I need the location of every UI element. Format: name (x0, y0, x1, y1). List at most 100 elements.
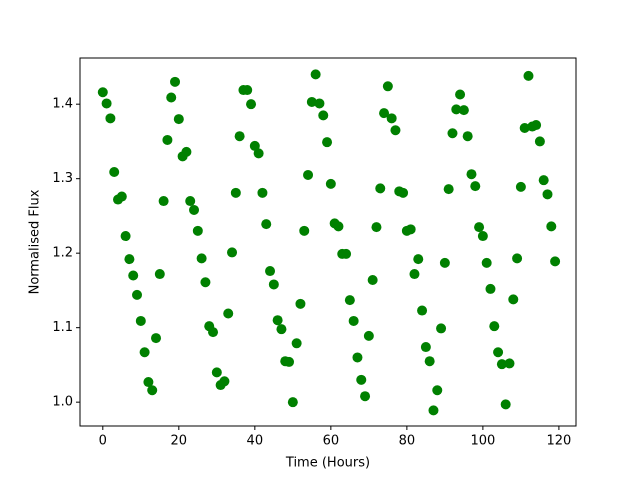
point (192, 225, 203, 236)
point (443, 184, 454, 195)
point (508, 294, 519, 305)
point (97, 87, 108, 98)
point (531, 120, 542, 131)
point (158, 196, 169, 207)
point (196, 253, 207, 264)
point (363, 330, 374, 341)
point (496, 359, 507, 370)
point (538, 175, 549, 186)
point (166, 92, 177, 103)
point (500, 399, 511, 410)
point (181, 146, 192, 157)
point (542, 189, 553, 200)
point (132, 289, 143, 300)
x-tick-label: 120 (546, 434, 571, 449)
point (371, 222, 382, 233)
point (436, 323, 447, 334)
point (124, 254, 135, 265)
point (173, 114, 184, 125)
point (466, 169, 477, 180)
point (367, 274, 378, 285)
point (109, 166, 120, 177)
point (462, 131, 473, 142)
point (424, 356, 435, 367)
point (223, 308, 234, 319)
point (135, 315, 146, 326)
y-tick-label: 1.3 (52, 171, 73, 186)
point (348, 315, 359, 326)
point (341, 248, 352, 259)
point (208, 327, 219, 338)
point (447, 128, 458, 139)
point (162, 134, 173, 145)
point (120, 231, 131, 242)
point (344, 295, 355, 306)
point (306, 96, 317, 107)
point (310, 69, 321, 80)
point (272, 315, 283, 326)
point (382, 81, 393, 92)
point (550, 256, 561, 267)
point (234, 131, 245, 142)
point (455, 89, 466, 100)
point (147, 385, 158, 396)
point (451, 104, 462, 115)
point (485, 283, 496, 294)
point (356, 374, 367, 385)
point (352, 352, 363, 363)
y-tick-label: 1.1 (52, 320, 73, 335)
point (489, 321, 500, 332)
point (249, 140, 260, 151)
point (534, 136, 545, 147)
x-axis-label: Time (Hours) (285, 456, 370, 471)
point (143, 377, 154, 388)
point (276, 324, 287, 335)
y-tick-label: 1.2 (52, 246, 73, 261)
point (390, 125, 401, 136)
point (265, 266, 276, 277)
point (398, 187, 409, 198)
point (257, 187, 268, 198)
point (474, 222, 485, 233)
point (287, 397, 298, 408)
point (386, 113, 397, 124)
point (128, 270, 139, 281)
point (291, 338, 302, 349)
point (477, 231, 488, 242)
y-tick-label: 1.4 (52, 97, 73, 112)
point (116, 191, 127, 202)
point (546, 221, 557, 232)
point (200, 277, 211, 288)
point (504, 358, 515, 369)
point (170, 76, 181, 87)
point (413, 254, 424, 265)
point (519, 123, 530, 134)
point (512, 253, 523, 264)
point (409, 269, 420, 280)
point (227, 247, 238, 258)
point (151, 333, 162, 344)
point (420, 342, 431, 353)
plot-frame (79, 57, 577, 427)
point (211, 367, 222, 378)
point (481, 257, 492, 268)
point (333, 221, 344, 232)
point (458, 105, 469, 116)
y-tick-label: 1.0 (52, 395, 73, 410)
point (375, 183, 386, 194)
point (105, 113, 116, 124)
point (405, 224, 416, 235)
point (314, 98, 325, 109)
point (493, 347, 504, 358)
point (417, 305, 428, 316)
point (189, 204, 200, 215)
point (360, 391, 371, 402)
point (246, 99, 257, 110)
point (268, 279, 279, 290)
x-tick-label: 40 (247, 434, 264, 449)
x-tick-label: 20 (171, 434, 188, 449)
point (261, 219, 272, 230)
point (515, 181, 526, 192)
